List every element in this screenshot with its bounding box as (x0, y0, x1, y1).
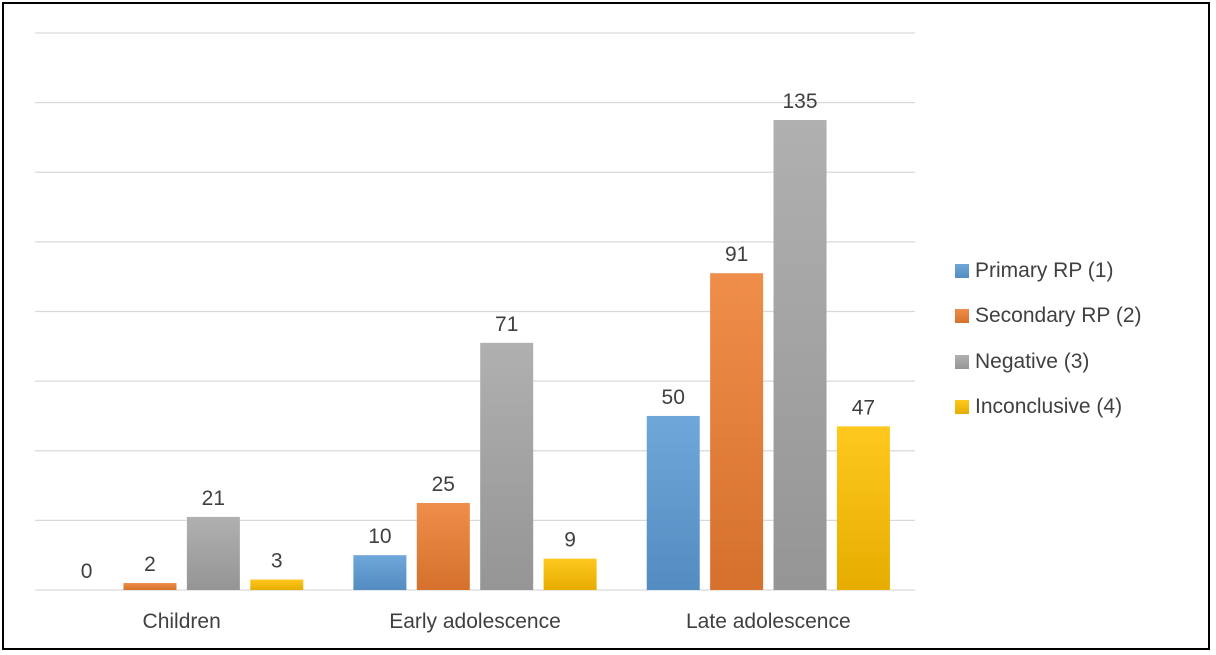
bars (123, 120, 890, 590)
data-label: 0 (81, 560, 93, 583)
legend-swatch (955, 354, 969, 369)
legend-swatch (955, 263, 969, 278)
bar-secondary-rp-2-children (123, 583, 177, 590)
data-label: 71 (495, 313, 518, 336)
bar-primary-rp-1-early-adolescence (353, 555, 407, 590)
x-tick-label: Early adolescence (389, 610, 561, 633)
gridlines (35, 32, 915, 591)
legend-item: Negative (3) (955, 339, 1142, 385)
data-label: 9 (564, 529, 576, 552)
bar-negative-3-early-adolescence (480, 342, 534, 590)
bar-primary-rp-1-late-adolescence (646, 415, 700, 590)
x-tick-label: Children (143, 610, 221, 633)
legend-label: Primary RP (1) (975, 258, 1114, 282)
data-label: 25 (432, 473, 455, 496)
bar-inconclusive-4-children (250, 579, 304, 590)
legend-label: Inconclusive (4) (975, 395, 1123, 419)
legend-item: Secondary RP (2) (955, 294, 1142, 340)
data-label: 135 (783, 90, 818, 113)
data-label: 10 (368, 525, 391, 548)
legend: Primary RP (1) Secondary RP (2) Negative (… (955, 248, 1142, 430)
data-label: 91 (725, 243, 748, 266)
x-tick-label: Late adolescence (686, 610, 851, 633)
data-label: 47 (852, 396, 875, 419)
data-label: 3 (271, 550, 283, 573)
data-labels: 0 2 21 3 10 25 71 9 50 91 135 47 (81, 90, 875, 583)
data-label: 50 (662, 386, 685, 409)
legend-label: Secondary RP (2) (975, 304, 1142, 328)
legend-item: Inconclusive (4) (955, 385, 1142, 431)
bar-secondary-rp-2-late-adolescence (710, 273, 764, 590)
bar-negative-3-late-adolescence (773, 120, 827, 590)
bar-inconclusive-4-early-adolescence (543, 558, 597, 590)
bar-negative-3-children (186, 516, 240, 590)
x-axis: Children Early adolescence Late adolescenc… (143, 610, 851, 633)
bar-secondary-rp-2-early-adolescence (416, 502, 470, 590)
data-label: 2 (144, 553, 156, 576)
legend-swatch (955, 309, 969, 324)
legend-item: Primary RP (1) (955, 248, 1142, 294)
data-label: 21 (202, 487, 225, 510)
bar-inconclusive-4-late-adolescence (836, 426, 890, 590)
legend-swatch (955, 400, 969, 415)
legend-label: Negative (3) (975, 349, 1090, 373)
